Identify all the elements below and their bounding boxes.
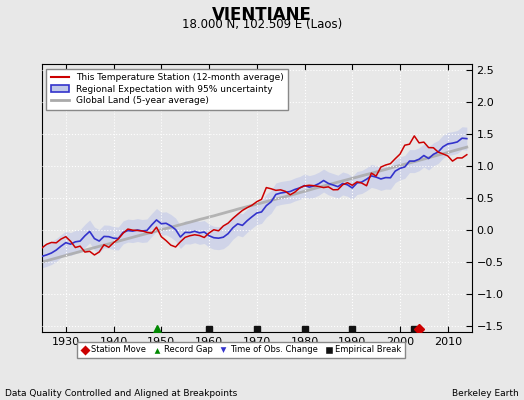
Text: Data Quality Controlled and Aligned at Breakpoints: Data Quality Controlled and Aligned at B… [5,389,237,398]
Y-axis label: Temperature Anomaly (°C): Temperature Anomaly (°C) [523,124,524,272]
Text: 18.000 N, 102.509 E (Laos): 18.000 N, 102.509 E (Laos) [182,18,342,31]
Legend: This Temperature Station (12-month average), Regional Expectation with 95% uncer: This Temperature Station (12-month avera… [47,68,289,110]
Text: VIENTIANE: VIENTIANE [212,6,312,24]
Legend: Station Move, Record Gap, Time of Obs. Change, Empirical Break: Station Move, Record Gap, Time of Obs. C… [77,342,405,358]
Text: Berkeley Earth: Berkeley Earth [452,389,519,398]
